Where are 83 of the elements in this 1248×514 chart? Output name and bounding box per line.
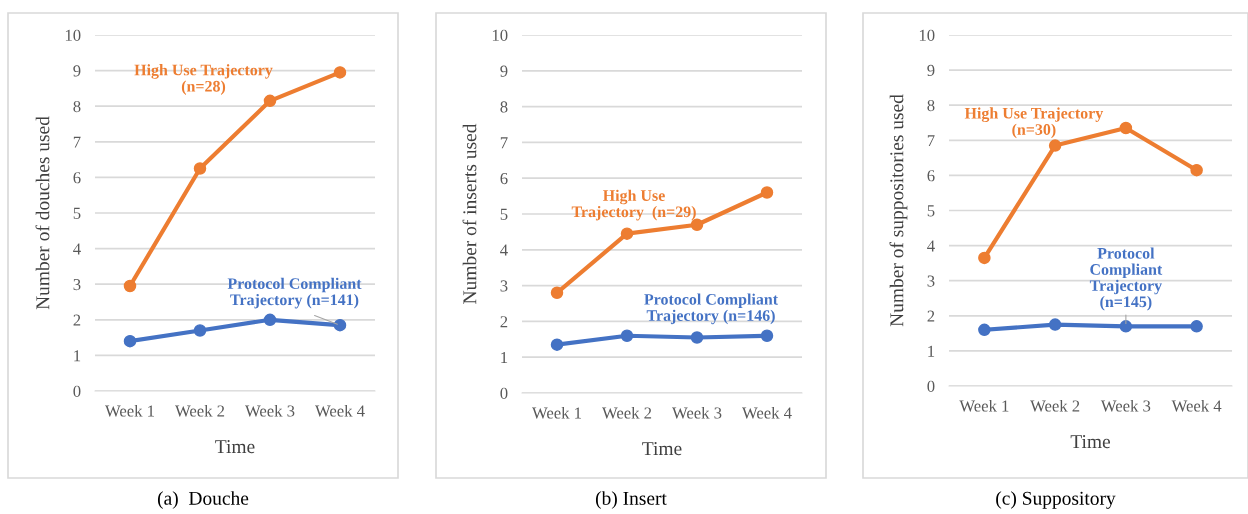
y-tick-label: 2 <box>500 316 508 328</box>
series-label: High Use Trajectory (n=30) <box>964 107 1104 139</box>
point <box>193 162 207 175</box>
y-tick-label: 10 <box>919 29 935 41</box>
x-axis-title: Time <box>1070 435 1110 449</box>
y-tick-label: 8 <box>927 99 935 112</box>
point <box>333 318 347 332</box>
y-tick-label: 2 <box>927 310 935 322</box>
y-tick-label: 10 <box>65 29 81 41</box>
text: (a) Douche <box>157 491 249 509</box>
y-tick-label: 4 <box>73 243 81 255</box>
x-tick-label: Week 1 <box>959 399 1009 412</box>
point <box>978 323 991 337</box>
y-tick-label: 0 <box>73 385 81 397</box>
point <box>1190 320 1203 333</box>
x-tick-label: Week 1 <box>105 404 155 417</box>
point <box>1119 121 1133 135</box>
point <box>263 94 277 108</box>
point <box>263 313 277 327</box>
y-tick-label: 8 <box>500 101 508 113</box>
y-tick-label: 8 <box>73 100 81 113</box>
text: (b) Insert <box>595 491 667 509</box>
y-tick-label: 6 <box>73 172 81 184</box>
point <box>620 329 634 342</box>
series-label: Protocol Compliant Trajectory (n=141) <box>227 277 362 309</box>
point <box>760 329 774 342</box>
y-tick-label: 0 <box>500 387 508 399</box>
point <box>123 334 137 348</box>
point <box>760 186 774 199</box>
point <box>1119 320 1133 333</box>
x-axis-title: Time <box>642 442 682 456</box>
y-tick-label: 1 <box>928 345 935 357</box>
y-tick-label: 1 <box>501 351 508 363</box>
series-label: Protocol Compliant Trajectory (n=145) <box>1089 247 1163 311</box>
y-tick-label: 9 <box>500 65 508 77</box>
x-tick-label: Week 4 <box>1171 399 1222 412</box>
y-tick-label: 7 <box>73 136 81 148</box>
y-tick-label: 5 <box>73 207 81 219</box>
x-tick-label: Week 2 <box>602 406 652 419</box>
x-tick-label: Week 2 <box>175 404 225 417</box>
point <box>550 286 564 300</box>
y-tick-label: 6 <box>927 170 935 182</box>
y-tick-label: 0 <box>927 380 935 392</box>
x-tick-label: Week 1 <box>532 406 582 419</box>
x-tick-label: Week 3 <box>672 406 722 419</box>
series-label: Protocol Compliant Trajectory (n=146) <box>644 293 778 325</box>
x-axis-title: Time <box>215 440 255 454</box>
y-tick-label: 4 <box>927 240 935 252</box>
y-tick-label: 9 <box>927 64 935 77</box>
point <box>193 324 207 337</box>
y-tick-label: 3 <box>500 280 508 292</box>
series-label: High Use Trajectory (n=29) <box>571 189 696 221</box>
point <box>123 279 137 293</box>
y-tick-label: 3 <box>73 278 81 291</box>
x-tick-label: Week 4 <box>742 406 792 419</box>
y-tick-label: 5 <box>500 208 508 220</box>
y-tick-label: 5 <box>927 205 935 217</box>
y-tick-label: 7 <box>500 137 508 149</box>
y-tick-label: 10 <box>492 29 508 41</box>
y-tick-label: 1 <box>74 350 81 362</box>
y-tick-label: 6 <box>500 172 508 185</box>
point <box>690 331 704 344</box>
x-tick-label: Week 2 <box>1030 399 1080 412</box>
point <box>1048 318 1062 331</box>
y-tick-label: 9 <box>73 65 81 77</box>
point <box>550 338 564 351</box>
text: (c) Suppository <box>996 491 1116 509</box>
y-tick-label: 4 <box>500 244 508 256</box>
y-axis-title: Number of inserts used <box>462 123 477 304</box>
y-tick-label: 7 <box>927 135 935 147</box>
point <box>333 66 347 79</box>
y-tick-label: 3 <box>927 275 935 287</box>
point <box>1048 139 1062 152</box>
y-tick-label: 2 <box>73 314 81 326</box>
x-tick-label: Week 3 <box>1100 399 1151 412</box>
point <box>978 251 991 265</box>
point <box>1190 163 1203 177</box>
y-axis-title: Number of suppositories used <box>889 94 908 327</box>
x-tick-label: Week 4 <box>315 404 365 417</box>
y-axis-title: Number of douches used <box>35 116 50 310</box>
point <box>620 227 634 240</box>
x-tick-label: Week 3 <box>245 404 295 417</box>
series-label: High Use Trajectory (n=28) <box>134 64 273 95</box>
